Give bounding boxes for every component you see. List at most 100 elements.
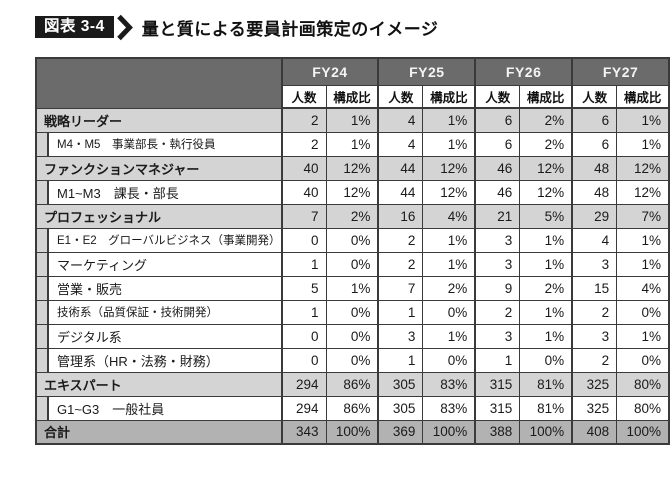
ratio-cell: 12% [519,179,573,205]
year-header-fy27: FY27 [571,57,670,86]
table-row-category: 戦略リーダー 2 1% 4 1% 6 2% 6 1% [35,107,670,133]
ratio-cell: 80% [616,371,670,397]
headcount-cell: 4 [571,227,618,253]
table-row-sub: E1・E2 グローバルビジネス（事業開発） 0 0% 2 1% 3 1% 4 1% [35,227,670,253]
ratio-cell: 1% [325,275,379,301]
ratio-cell: 1% [422,131,476,157]
headcount-cell: 5 [280,275,327,301]
ratio-cell: 0% [519,347,573,373]
headcount-cell: 2 [377,227,424,253]
ratio-cell: 0% [422,299,476,325]
headcount-cell: 1 [474,347,521,373]
subheader-ratio: 構成比 [325,84,379,109]
ratio-cell: 1% [519,227,573,253]
headcount-cell: 1 [377,299,424,325]
staffing-plan-table: FY24 FY25 FY26 FY27 人数 構成比 人数 構成比 人数 構成比… [35,57,670,445]
table-row-sub: 営業・販売 5 1% 7 2% 9 2% 15 4% [35,275,670,301]
headcount-cell: 3 [377,323,424,349]
figure-title: 量と質による要員計画策定のイメージ [141,19,439,39]
ratio-cell: 12% [422,155,476,181]
ratio-cell: 0% [616,347,670,373]
ratio-cell: 83% [422,395,476,421]
headcount-cell: 0 [280,323,327,349]
ratio-cell: 2% [422,275,476,301]
headcount-cell: 0 [280,227,327,253]
ratio-cell: 1% [519,299,573,325]
ratio-cell: 1% [616,107,670,133]
ratio-cell: 12% [616,155,670,181]
headcount-cell: 6 [571,107,618,133]
headcount-cell: 6 [474,107,521,133]
ratio-cell: 12% [325,155,379,181]
headcount-cell: 0 [280,347,327,373]
ratio-cell: 81% [519,395,573,421]
headcount-cell: 2 [377,251,424,277]
headcount-cell: 3 [474,227,521,253]
ratio-cell: 1% [616,227,670,253]
headcount-cell: 315 [474,371,521,397]
headcount-cell: 2 [474,299,521,325]
headcount-cell: 2 [280,107,327,133]
table-row-sub: 管理系（HR・法務・財務） 0 0% 1 0% 1 0% 2 0% [35,347,670,373]
subheader-count: 人数 [474,84,521,109]
row-label: マーケティング [35,251,283,277]
row-label: ファンクションマネジャー [35,155,283,181]
headcount-cell: 48 [571,155,618,181]
ratio-cell: 0% [325,227,379,253]
ratio-cell: 83% [422,371,476,397]
staffing-table-body: 戦略リーダー 2 1% 4 1% 6 2% 6 1% M4・M5 事業部長・執行役員 2 1% 4 1% 6… [35,107,670,445]
row-label: デジタル系 [35,323,283,349]
ratio-cell: 80% [616,395,670,421]
row-label: プロフェッショナル [35,203,283,229]
row-label: 戦略リーダー [35,107,283,133]
headcount-cell: 9 [474,275,521,301]
figure-number-chip: 図表 3-4 [35,15,114,39]
headcount-cell: 369 [377,419,424,445]
table-row-sub: M1~M3 課長・部長 40 12% 44 12% 46 12% 48 12% [35,179,670,205]
headcount-cell: 3 [571,251,618,277]
ratio-cell: 100% [325,419,379,445]
headcount-cell: 315 [474,395,521,421]
row-label: エキスパート [35,371,283,397]
headcount-cell: 4 [377,131,424,157]
ratio-cell: 1% [325,107,379,133]
subheader-ratio: 構成比 [519,84,573,109]
headcount-cell: 40 [280,155,327,181]
row-label: G1~G3 一般社員 [35,395,283,421]
corner-cell [35,57,283,109]
table-row-category: プロフェッショナル 7 2% 16 4% 21 5% 29 7% [35,203,670,229]
table-row-sub: M4・M5 事業部長・執行役員 2 1% 4 1% 6 2% 6 1% [35,131,670,157]
headcount-cell: 46 [474,155,521,181]
ratio-cell: 7% [616,203,670,229]
ratio-cell: 5% [519,203,573,229]
headcount-cell: 4 [377,107,424,133]
subheader-count: 人数 [280,84,327,109]
ratio-cell: 1% [616,251,670,277]
headcount-cell: 1 [280,299,327,325]
ratio-cell: 0% [325,251,379,277]
ratio-cell: 100% [519,419,573,445]
headcount-cell: 3 [571,323,618,349]
ratio-cell: 4% [422,203,476,229]
ratio-cell: 0% [325,323,379,349]
headcount-cell: 2 [571,299,618,325]
subheader-count: 人数 [377,84,424,109]
year-header-row: FY24 FY25 FY26 FY27 [35,57,670,109]
headcount-cell: 6 [571,131,618,157]
headcount-cell: 305 [377,371,424,397]
row-label: E1・E2 グローバルビジネス（事業開発） [35,227,283,253]
headcount-cell: 48 [571,179,618,205]
headcount-cell: 21 [474,203,521,229]
year-header-fy26: FY26 [474,57,573,86]
ratio-cell: 2% [325,203,379,229]
headcount-cell: 15 [571,275,618,301]
headcount-cell: 388 [474,419,521,445]
row-label: 合計 [35,419,283,445]
headcount-cell: 325 [571,395,618,421]
headcount-cell: 1 [280,251,327,277]
ratio-cell: 1% [422,227,476,253]
ratio-cell: 1% [519,323,573,349]
headcount-cell: 325 [571,371,618,397]
headcount-cell: 294 [280,371,327,397]
